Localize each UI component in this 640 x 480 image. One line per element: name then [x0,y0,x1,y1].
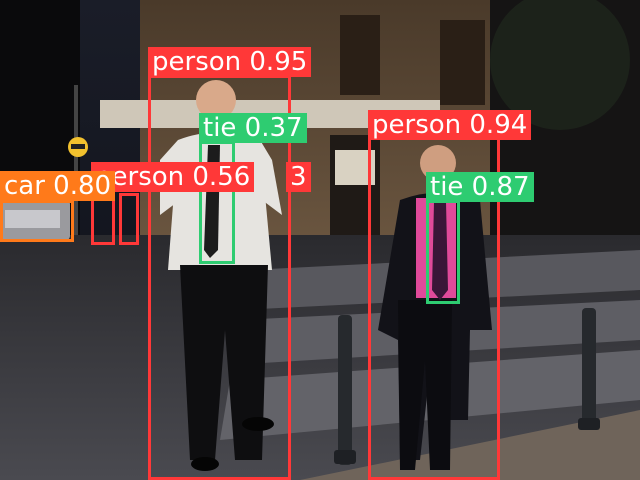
label-person-4: 3 [286,162,311,192]
bbox-car-1 [0,200,74,242]
label-car-1: car 0.80 [0,171,116,201]
label-person-2: person 0.94 [368,110,532,140]
label-person-1: person 0.95 [148,47,312,77]
bbox-tie-2 [426,200,460,304]
bbox-tie-1 [199,141,235,264]
bbox-person-4 [119,193,139,245]
label-tie-1: tie 0.37 [199,113,307,143]
label-person-3: person 0.56 [91,162,255,192]
label-tie-2: tie 0.87 [426,172,534,202]
